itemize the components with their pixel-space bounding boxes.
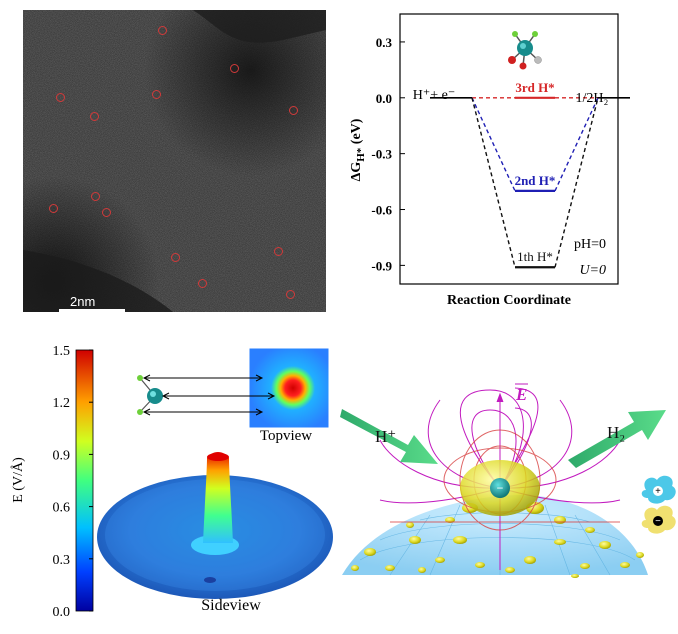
- y-axis-label: ΔGH* (eV): [349, 118, 367, 181]
- stem-image: [23, 10, 326, 312]
- atom-marker: [274, 247, 283, 256]
- colorbar: [75, 349, 94, 612]
- atom-marker: [171, 253, 180, 262]
- topview-label: Topview: [260, 428, 312, 444]
- hydrogen-arrow: [568, 410, 666, 468]
- charge-density-blobs: [351, 502, 644, 578]
- atom-marker: [152, 90, 161, 99]
- intermediate-level-label: 1th H*: [517, 249, 553, 264]
- atom-marker: [91, 192, 100, 201]
- atom-marker: [289, 106, 298, 115]
- potential-annotation: U=0: [579, 263, 606, 278]
- metal-ion: −: [460, 460, 540, 516]
- electric-field-panel: 1.5 1.2 0.9 0.6 0.3 0.0 E (V/Å): [0, 330, 340, 629]
- projection-arrows: [142, 374, 276, 416]
- free-energy-diagram: 0.3 0.0 -0.3 -0.6 -0.9 3rd H* 2nd H* 1th H* ΔG…: [330, 0, 678, 318]
- intermediate-level-label: 2nd H*: [515, 173, 556, 188]
- plot-frame: [399, 13, 619, 285]
- charge-blob: [351, 565, 359, 571]
- hydrogen-label: H₂: [607, 423, 625, 442]
- sideview-label: Sideview: [201, 597, 261, 614]
- charge-blob: [475, 562, 485, 568]
- colorbar-tick-label: 0.6: [53, 501, 71, 516]
- level-connector: [471, 97, 516, 268]
- energy-levels: 3rd H* 2nd H* 1th H*: [430, 80, 630, 269]
- atom-marker: [230, 64, 239, 73]
- scale-bar: [59, 309, 125, 312]
- charge-blob: [418, 567, 426, 573]
- field-schematic: − E H⁺ H₂ + −: [340, 383, 676, 578]
- charge-blob: [409, 536, 421, 544]
- charge-blob: [571, 574, 579, 578]
- colorbar-tick-label: 1.5: [53, 344, 71, 359]
- y-tick-label: -0.9: [371, 258, 392, 273]
- charge-blob: [599, 541, 611, 549]
- proton-label: H⁺: [375, 427, 396, 446]
- charge-blob: [453, 536, 467, 544]
- substrate-sphere: [342, 495, 648, 575]
- colorbar-tick-label: 0.9: [53, 448, 71, 463]
- charge-blob: [364, 548, 376, 556]
- field-schematic-panel: − E H⁺ H₂ + −: [330, 330, 678, 629]
- atom-marker: [90, 112, 99, 121]
- atom-marker: [286, 290, 295, 299]
- charge-blob: [385, 565, 395, 571]
- y-tick-label: -0.6: [371, 203, 392, 218]
- charge-blob: [636, 552, 644, 558]
- single-atom-molecule-icon: [508, 31, 542, 70]
- y-tick-label: 0.3: [376, 35, 393, 50]
- electric-field-figure: 1.5 1.2 0.9 0.6 0.3 0.0 E (V/Å): [10, 344, 333, 620]
- free-energy-chart: 0.3 0.0 -0.3 -0.6 -0.9 3rd H* 2nd H* 1th H* ΔG…: [349, 13, 630, 308]
- charge-blob: [554, 516, 566, 524]
- stem-image-panel: 2nm: [23, 10, 326, 312]
- charge-blob: [406, 522, 414, 528]
- atom-marker: [102, 208, 111, 217]
- colorbar-ticks: 1.5 1.2 0.9 0.6 0.3 0.0: [53, 344, 93, 620]
- atom-marker: [158, 26, 167, 35]
- charge-blob: [554, 539, 566, 545]
- intermediate-level-label: 3rd H*: [515, 80, 554, 95]
- svg-text:−: −: [497, 481, 504, 495]
- level-connector: [471, 97, 516, 192]
- charge-blob: [435, 557, 445, 563]
- x-axis-label: Reaction Coordinate: [447, 293, 571, 308]
- topview-inset: [248, 347, 330, 429]
- atom-marker: [198, 279, 207, 288]
- colorbar-tick-label: 1.2: [53, 396, 71, 411]
- charge-blob: [580, 563, 590, 569]
- level-connector: [554, 97, 599, 192]
- proton-arrow: [340, 409, 438, 464]
- colorbar-label: E (V/Å): [10, 457, 26, 503]
- sideview-surface: [97, 452, 333, 599]
- ph-annotation: pH=0: [574, 237, 606, 252]
- atom-marker: [56, 93, 65, 102]
- legend-negative-label: −: [655, 516, 661, 527]
- field-vector-label: E: [515, 385, 527, 404]
- colorbar-tick-label: 0.0: [53, 605, 71, 620]
- charge-legend: + −: [641, 475, 676, 534]
- start-state-label: H⁺+ e⁻: [413, 88, 456, 103]
- charge-blob: [524, 556, 536, 564]
- y-tick-label: 0.0: [376, 91, 392, 106]
- end-state-label: 1/2H₂: [576, 91, 609, 106]
- scale-bar-label: 2nm: [70, 294, 96, 309]
- atom-marker: [49, 204, 58, 213]
- charge-blob: [620, 562, 630, 568]
- y-tick-label: -0.3: [371, 147, 392, 162]
- level-connector: [554, 97, 599, 268]
- colorbar-tick-label: 0.3: [53, 553, 71, 568]
- charge-blob: [505, 567, 515, 573]
- molecule-side-icon: [137, 375, 163, 415]
- charge-blob: [585, 527, 595, 533]
- legend-positive-label: +: [655, 486, 661, 497]
- y-axis-ticks: 0.3 0.0 -0.3 -0.6 -0.9: [371, 35, 405, 273]
